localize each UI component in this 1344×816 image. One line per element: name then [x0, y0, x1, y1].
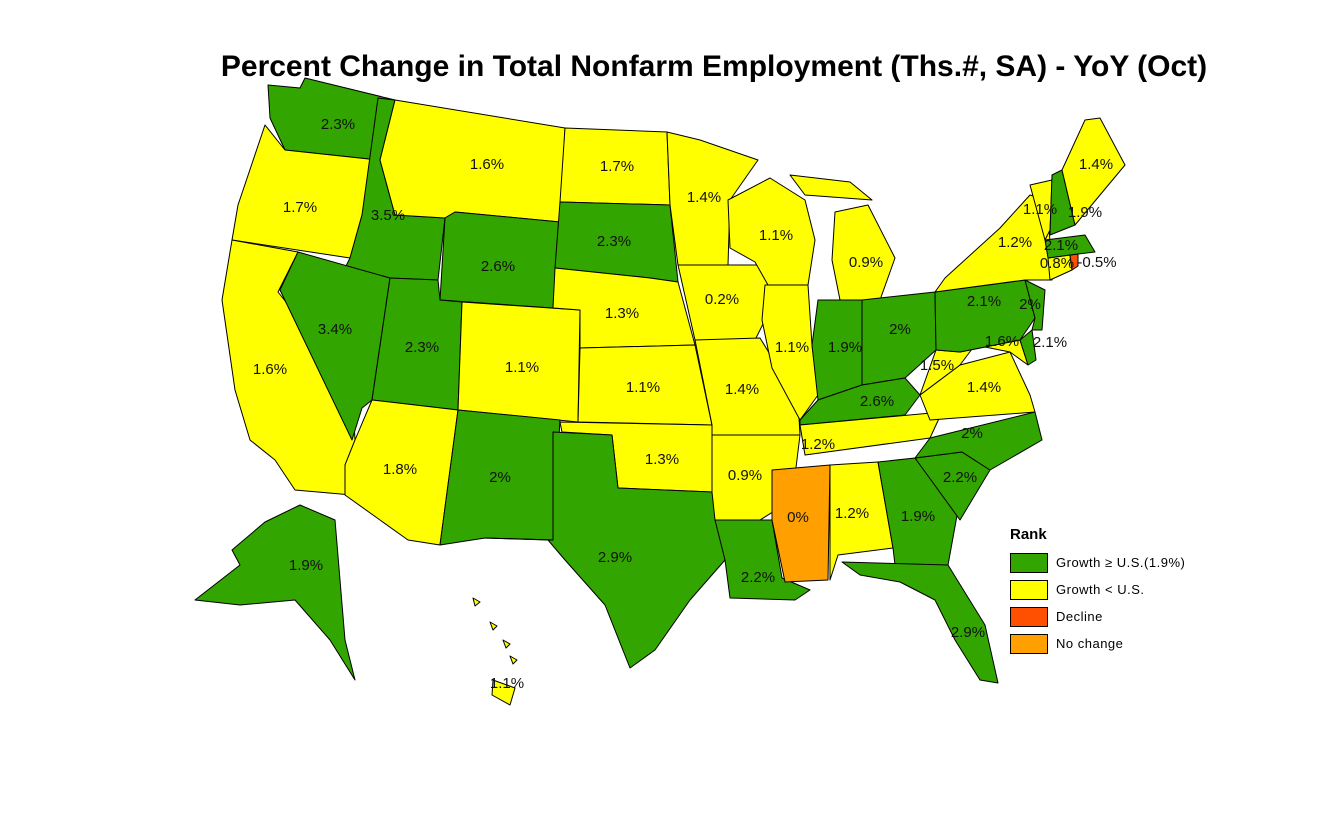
state-de [1019, 329, 1037, 366]
state-value-md: 1.6% [985, 333, 1019, 350]
state-value-tx: 2.9% [598, 549, 632, 566]
state-value-ky: 2.6% [860, 393, 894, 410]
state-value-fl: 2.9% [951, 624, 985, 641]
state-value-nd: 1.7% [600, 158, 634, 175]
state-value-la: 2.2% [741, 569, 775, 586]
state-value-nc: 2% [961, 425, 983, 442]
state-value-nj: 2% [1019, 296, 1041, 313]
state-value-or: 1.7% [283, 199, 317, 216]
legend-label-growth-above: Growth ≥ U.S.(1.9%) [1056, 555, 1186, 570]
state-fl [841, 561, 999, 684]
legend-swatch-growth-below [1010, 579, 1048, 600]
state-value-ms: 0% [787, 509, 809, 526]
legend: Rank Growth ≥ U.S.(1.9%) Growth < U.S. D… [1010, 526, 1185, 657]
legend-label-decline: Decline [1056, 609, 1103, 624]
state-value-mi: 0.9% [849, 254, 883, 271]
state-value-ma: 2.1% [1044, 237, 1078, 254]
state-value-az: 1.8% [383, 461, 417, 478]
state-value-in: 1.9% [828, 339, 862, 356]
legend-swatch-no-change [1010, 633, 1048, 654]
state-value-tn: 1.2% [801, 436, 835, 453]
state-il [761, 284, 819, 421]
state-value-ok: 1.3% [645, 451, 679, 468]
state-value-wv: 1.5% [920, 357, 954, 374]
state-value-wa: 2.3% [321, 116, 355, 133]
legend-item-growth-above: Growth ≥ U.S.(1.9%) [1010, 549, 1185, 576]
state-tx [484, 431, 726, 669]
state-value-ks: 1.1% [626, 379, 660, 396]
state-ak [194, 504, 356, 681]
legend-label-growth-below: Growth < U.S. [1056, 582, 1145, 597]
state-value-ak: 1.9% [289, 557, 323, 574]
state-value-nv: 3.4% [318, 321, 352, 338]
state-value-ri: -0.5% [1077, 254, 1116, 271]
state-value-oh: 2% [889, 321, 911, 338]
state-al [829, 461, 894, 581]
state-value-il: 1.1% [775, 339, 809, 356]
legend-swatch-decline [1010, 606, 1048, 627]
state-value-al: 1.2% [835, 505, 869, 522]
state-value-ca: 1.6% [253, 361, 287, 378]
legend-title: Rank [1010, 526, 1047, 543]
state-value-va: 1.4% [967, 379, 1001, 396]
state-value-ar: 0.9% [728, 467, 762, 484]
state-ma [1044, 234, 1096, 259]
state-value-vt: 1.1% [1023, 201, 1057, 218]
state-value-ut: 2.3% [405, 339, 439, 356]
state-value-sc: 2.2% [943, 469, 977, 486]
legend-item-growth-below: Growth < U.S. [1010, 576, 1185, 603]
state-value-sd: 2.3% [597, 233, 631, 250]
state-value-mo: 1.4% [725, 381, 759, 398]
state-value-wi: 1.1% [759, 227, 793, 244]
state-value-hi: 1.1% [490, 675, 524, 692]
state-nj [1024, 279, 1046, 331]
state-value-ga: 1.9% [901, 508, 935, 525]
state-value-ne: 1.3% [605, 305, 639, 322]
state-oh [861, 291, 937, 386]
legend-label-no-change: No change [1056, 636, 1124, 651]
state-value-id: 3.5% [371, 207, 405, 224]
state-value-ny: 1.2% [998, 234, 1032, 251]
state-value-co: 1.1% [505, 359, 539, 376]
state-value-mt: 1.6% [470, 156, 504, 173]
state-value-de: 2.1% [1033, 334, 1067, 351]
state-value-pa: 2.1% [967, 293, 1001, 310]
state-hi [472, 597, 518, 706]
legend-item-decline: Decline [1010, 603, 1185, 630]
legend-item-no-change: No change [1010, 630, 1185, 657]
state-me [1061, 117, 1126, 226]
state-value-me: 1.4% [1079, 156, 1113, 173]
state-value-nh: 1.9% [1068, 204, 1102, 221]
state-value-wy: 2.6% [481, 258, 515, 275]
state-value-nm: 2% [489, 469, 511, 486]
state-value-ct: 0.8% [1040, 255, 1074, 272]
state-value-mn: 1.4% [687, 189, 721, 206]
map-title: Percent Change in Total Nonfarm Employme… [220, 50, 1208, 83]
legend-swatch-growth-above [1010, 552, 1048, 573]
state-value-ia: 0.2% [705, 291, 739, 308]
state-ms [771, 464, 831, 583]
